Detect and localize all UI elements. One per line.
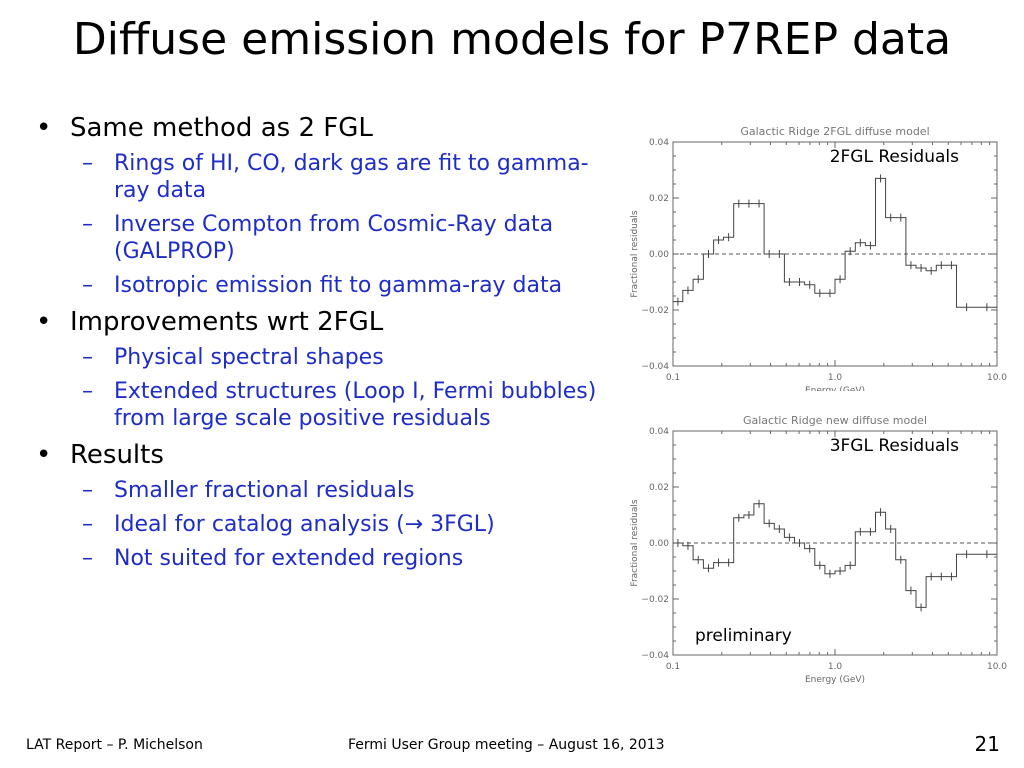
dash-mark: –: [82, 379, 93, 404]
x-tick-label: 0.1: [666, 373, 680, 383]
bullet-level1: • Improvements wrt 2FGL: [30, 306, 610, 338]
x-tick-label: 10.0: [987, 662, 1007, 672]
y-tick-label: 0.00: [649, 250, 669, 260]
residual-step-line: [673, 177, 997, 308]
bullet-level2: – Not suited for extended regions: [30, 545, 610, 572]
bullet-level1: • Same method as 2 FGL: [30, 112, 610, 144]
chart-2fgl-residuals: Galactic Ridge 2FGL diffuse model 0.04 0.0…: [612, 116, 1012, 396]
sub-bullet-text: Isotropic emission fit to gamma-ray data: [114, 273, 563, 298]
bullet-level1: • Results: [30, 439, 610, 471]
footer-author: LAT Report – P. Michelson: [26, 737, 203, 753]
x-tick-label: 10.0: [987, 373, 1007, 383]
x-axis-label: Energy (GeV): [805, 675, 865, 685]
dash-mark: –: [82, 345, 93, 370]
dash-mark: –: [82, 512, 93, 537]
x-tick-label: 1.0: [828, 373, 843, 383]
y-tick-label: 0.02: [649, 194, 669, 204]
chart-svg: Galactic Ridge 2FGL diffuse model 0.04 0.0…: [630, 125, 1007, 396]
bullet-dot: •: [36, 307, 52, 337]
bullet-level2: – Extended structures (Loop I, Fermi bubb…: [30, 378, 610, 432]
page-number: 21: [974, 732, 1000, 756]
y-tick-label: 0.00: [649, 539, 669, 549]
bullet-text: Improvements wrt 2FGL: [70, 307, 384, 337]
chart-svg: Galactic Ridge new diffuse model 0.04 0.02…: [630, 414, 1007, 685]
y-axis-label: Fractional residuals: [630, 210, 640, 297]
chart-annotation-preliminary: preliminary: [695, 626, 792, 646]
x-axis-label: Energy (GeV): [805, 386, 865, 391]
bullet-text: Same method as 2 FGL: [70, 113, 373, 143]
dash-mark: –: [82, 546, 93, 571]
y-tick-label: −0.04: [641, 651, 669, 661]
dash-mark: –: [82, 273, 93, 298]
y-tick-label: −0.04: [641, 362, 669, 372]
dash-mark: –: [82, 212, 93, 237]
bullet-text: Results: [70, 440, 164, 470]
bullet-list: • Same method as 2 FGL – Rings of HI, CO, …: [30, 112, 610, 579]
chart-title: Galactic Ridge 2FGL diffuse model: [740, 125, 929, 138]
bullet-level2: – Physical spectral shapes: [30, 344, 610, 371]
y-tick-label: 0.02: [649, 483, 669, 493]
y-tick-label: −0.02: [641, 306, 669, 316]
bullet-dot: •: [36, 440, 52, 470]
x-tick-label: 1.0: [828, 662, 843, 672]
sub-bullet-text: Physical spectral shapes: [114, 345, 384, 370]
bullet-level2: – Isotropic emission fit to gamma-ray dat…: [30, 272, 610, 299]
sub-bullet-text: Extended structures (Loop I, Fermi bubbl…: [114, 379, 597, 431]
dash-mark: –: [82, 151, 93, 176]
bullet-level2: – Rings of HI, CO, dark gas are fit to ga…: [30, 150, 610, 204]
dash-mark: –: [82, 478, 93, 503]
chart-title: Galactic Ridge new diffuse model: [743, 414, 927, 427]
bullet-level2: – Ideal for catalog analysis (→ 3FGL): [30, 511, 610, 538]
bullet-level2: – Smaller fractional residuals: [30, 477, 610, 504]
y-tick-label: 0.04: [649, 138, 669, 148]
bullet-dot: •: [36, 113, 52, 143]
sub-bullet-text: Not suited for extended regions: [114, 546, 464, 571]
residual-step-line: [673, 503, 997, 608]
y-axis-label: Fractional residuals: [630, 499, 640, 586]
y-tick-label: 0.04: [649, 427, 669, 437]
sub-bullet-text: Smaller fractional residuals: [114, 478, 415, 503]
sub-bullet-text: Rings of HI, CO, dark gas are fit to gam…: [114, 151, 589, 203]
chart-3fgl-residuals: Galactic Ridge new diffuse model 0.04 0.02…: [612, 404, 1012, 693]
slide-title: Diffuse emission models for P7REP data: [72, 14, 952, 65]
y-tick-label: −0.02: [641, 595, 669, 605]
footer-meeting: Fermi User Group meeting – August 16, 20…: [348, 737, 665, 753]
chart-annotation: 3FGL Residuals: [830, 436, 959, 456]
bullet-level2: – Inverse Compton from Cosmic-Ray data (G…: [30, 211, 610, 265]
chart-annotation: 2FGL Residuals: [830, 147, 959, 167]
sub-bullet-text: Ideal for catalog analysis (→ 3FGL): [114, 512, 495, 537]
sub-bullet-text: Inverse Compton from Cosmic-Ray data (GA…: [114, 212, 554, 264]
x-tick-label: 0.1: [666, 662, 680, 672]
